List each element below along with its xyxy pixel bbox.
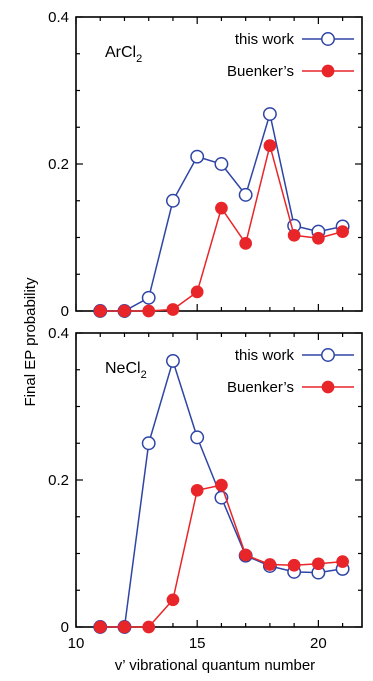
panels-group: 0 0.2 0.4 ArCl2 this work Buenker’s 0 0.2 0.4 10 1… — [48, 9, 363, 652]
x-tick-label: 15 — [189, 635, 206, 652]
y-tick-label: 0.2 — [48, 472, 69, 489]
legend-marker — [321, 64, 335, 78]
data-point — [190, 430, 205, 445]
legend-marker — [321, 380, 335, 394]
data-point — [215, 478, 228, 492]
legend-label: this work — [235, 31, 295, 48]
legend-label: this work — [235, 347, 295, 364]
data-point — [336, 555, 349, 568]
data-point — [336, 225, 349, 238]
panel-label: NeCl2 — [105, 360, 147, 381]
data-point — [190, 483, 204, 497]
y-tick-label: 0.2 — [48, 156, 69, 173]
panel-label-subscript: 2 — [136, 53, 142, 65]
data-point — [190, 149, 205, 164]
data-point — [239, 237, 253, 250]
data-point — [215, 201, 228, 215]
series-this-work — [93, 353, 350, 634]
y-tick-label: 0 — [61, 619, 69, 636]
data-point — [214, 157, 229, 171]
panel-label: ArCl2 — [105, 44, 142, 65]
data-point — [141, 436, 156, 451]
data-point — [190, 285, 204, 299]
data-point — [165, 193, 180, 208]
data-point — [166, 303, 180, 316]
data-point — [118, 620, 131, 634]
data-point — [263, 139, 277, 152]
panel-label-subscript: 2 — [141, 369, 147, 381]
series-buenker — [93, 139, 349, 318]
legend-marker — [321, 348, 335, 362]
x-tick-label: 20 — [310, 635, 327, 652]
data-point — [141, 290, 156, 305]
series-buenker — [93, 478, 349, 634]
panel-1: 0 0.2 0.4 ArCl2 this work Buenker’s — [48, 9, 363, 320]
y-tick-label: 0.4 — [48, 325, 69, 342]
data-point — [93, 304, 107, 318]
data-point — [312, 557, 325, 571]
y-tick-label: 0 — [61, 303, 69, 320]
data-point — [239, 548, 253, 562]
legend-marker — [321, 32, 335, 46]
data-point — [142, 304, 156, 318]
data-point — [263, 558, 277, 571]
x-tick-label: 10 — [68, 635, 85, 652]
series-line — [100, 484, 343, 628]
data-point — [142, 620, 156, 634]
data-point — [118, 304, 131, 318]
data-point — [165, 353, 180, 368]
data-point — [262, 107, 277, 121]
y-tick-label: 0.4 — [48, 9, 69, 26]
data-point — [287, 228, 301, 242]
data-point — [238, 187, 253, 202]
x-axis-label: v’ vibrational quantum number — [115, 657, 315, 674]
panel-2: 0 0.2 0.4 10 15 20 NeCl2 this work Buenker’s — [48, 325, 363, 652]
data-point — [93, 620, 107, 634]
data-point — [166, 593, 180, 607]
y-axis-label: Final EP probability — [22, 277, 39, 406]
legend-label: Buenker’s — [227, 379, 294, 396]
legend-label: Buenker’s — [227, 63, 294, 80]
data-point — [287, 558, 301, 572]
data-point — [312, 231, 325, 245]
